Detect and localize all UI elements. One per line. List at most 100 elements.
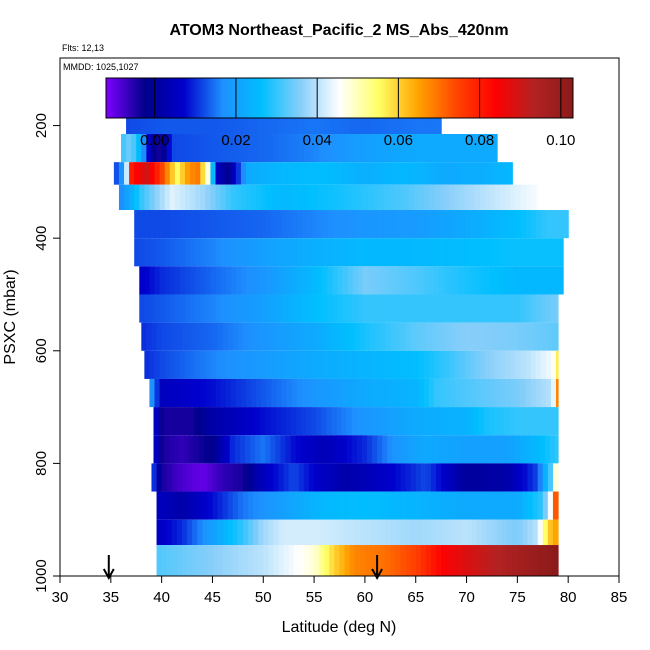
heatmap-cell — [393, 266, 400, 295]
heatmap-cell — [314, 545, 320, 576]
heatmap-cell — [230, 266, 237, 295]
heatmap-cell — [314, 463, 320, 492]
heatmap-cell — [266, 162, 273, 185]
heatmap-cell — [314, 491, 320, 520]
heatmap-cell — [434, 162, 440, 185]
colorbar-tick-label: 0.02 — [221, 132, 250, 149]
heatmap-cell — [263, 108, 269, 135]
heatmap-cell — [237, 491, 244, 520]
heatmap-cell — [197, 134, 203, 163]
heatmap-cell — [532, 463, 539, 492]
heatmap-cell — [454, 162, 461, 185]
heatmap-cell — [210, 238, 217, 267]
heatmap-cell — [448, 435, 454, 464]
heatmap-cell — [244, 407, 251, 436]
heatmap-cell — [314, 108, 320, 135]
heatmap-cell — [415, 519, 422, 546]
heatmap-cell — [141, 322, 147, 351]
heatmap-cell — [422, 435, 429, 464]
heatmap-cell — [357, 162, 364, 185]
heatmap-cell — [276, 210, 283, 239]
heatmap-cell — [139, 238, 145, 267]
heatmap-cell — [375, 322, 381, 351]
heatmap-cell — [296, 378, 303, 408]
heatmap-cell — [295, 407, 302, 436]
heatmap-cell — [443, 435, 449, 464]
heatmap-cell — [205, 184, 212, 211]
heatmap-cell — [366, 435, 373, 464]
heatmap-cell — [256, 162, 262, 185]
heatmap-cell — [230, 184, 237, 211]
heatmap-cell — [509, 435, 515, 464]
heatmap-cell — [251, 350, 257, 379]
heatmap-cell — [395, 134, 402, 163]
heatmap-cell — [276, 266, 283, 295]
heatmap-cell — [378, 350, 384, 379]
heatmap-cell — [311, 435, 317, 464]
heatmap-cell — [359, 108, 366, 135]
heatmap-cell — [436, 545, 442, 576]
heatmap-cell — [486, 491, 493, 520]
heatmap-cell — [354, 108, 361, 135]
heatmap-cell — [428, 378, 435, 408]
heatmap-cell — [309, 519, 315, 546]
heatmap-cell — [215, 210, 222, 239]
heatmap-cell — [288, 545, 295, 576]
heatmap-cell — [474, 184, 481, 211]
heatmap-cell — [215, 266, 222, 295]
heatmap-cell — [359, 519, 366, 546]
heatmap-cell — [451, 322, 457, 351]
heatmap-cell — [159, 184, 166, 211]
heatmap-cell — [283, 134, 290, 163]
heatmap-cell — [217, 322, 224, 351]
heatmap-cell — [261, 184, 267, 211]
heatmap-cell — [449, 294, 455, 323]
heatmap-cell — [407, 435, 414, 464]
heatmap-cell — [268, 322, 275, 351]
heatmap-cell — [156, 519, 163, 546]
heatmap-cell — [181, 134, 188, 163]
heatmap-cell — [375, 463, 381, 492]
heatmap-cell — [322, 162, 328, 185]
heatmap-cell — [500, 350, 506, 379]
heatmap-cell — [306, 210, 313, 239]
heatmap-cell — [179, 238, 186, 267]
heatmap-cell — [275, 435, 282, 464]
heatmap-cell — [502, 491, 508, 520]
heatmap-cell — [512, 545, 518, 576]
heatmap-cell — [474, 210, 481, 239]
heatmap-cell — [256, 350, 262, 379]
heatmap-cell — [464, 238, 471, 267]
heatmap-cell — [174, 350, 181, 379]
heatmap-cell — [266, 350, 273, 379]
heatmap-cell — [149, 184, 156, 211]
heatmap-cell — [332, 350, 339, 379]
heatmap-cell — [484, 350, 491, 379]
heatmap-cell — [156, 134, 163, 163]
heatmap-cell — [232, 463, 239, 492]
heatmap-cell — [136, 134, 142, 163]
heatmap-cell — [545, 238, 552, 267]
heatmap-cell — [550, 378, 557, 408]
heatmap-cell — [454, 184, 461, 211]
heatmap-cell — [444, 350, 450, 379]
heatmap-cell — [549, 435, 556, 464]
heatmap-cell — [461, 545, 468, 576]
heatmap-cell — [420, 463, 427, 492]
heatmap-cell — [364, 519, 371, 546]
heatmap-cell — [217, 519, 224, 546]
heatmap-cell — [463, 407, 470, 436]
heatmap-cell — [413, 238, 420, 267]
heatmap-cell — [512, 463, 518, 492]
heatmap-cell — [359, 491, 366, 520]
heatmap-cell — [118, 162, 125, 185]
heatmap-cell — [403, 162, 410, 185]
heatmap-cell — [324, 519, 330, 546]
heatmap-cell — [154, 350, 161, 379]
heatmap-cell — [418, 294, 425, 323]
heatmap-cell — [441, 134, 447, 163]
heatmap-cell — [301, 184, 308, 211]
heatmap-cell — [387, 407, 393, 436]
heatmap-layer — [144, 350, 559, 379]
heatmap-cell — [141, 134, 147, 163]
